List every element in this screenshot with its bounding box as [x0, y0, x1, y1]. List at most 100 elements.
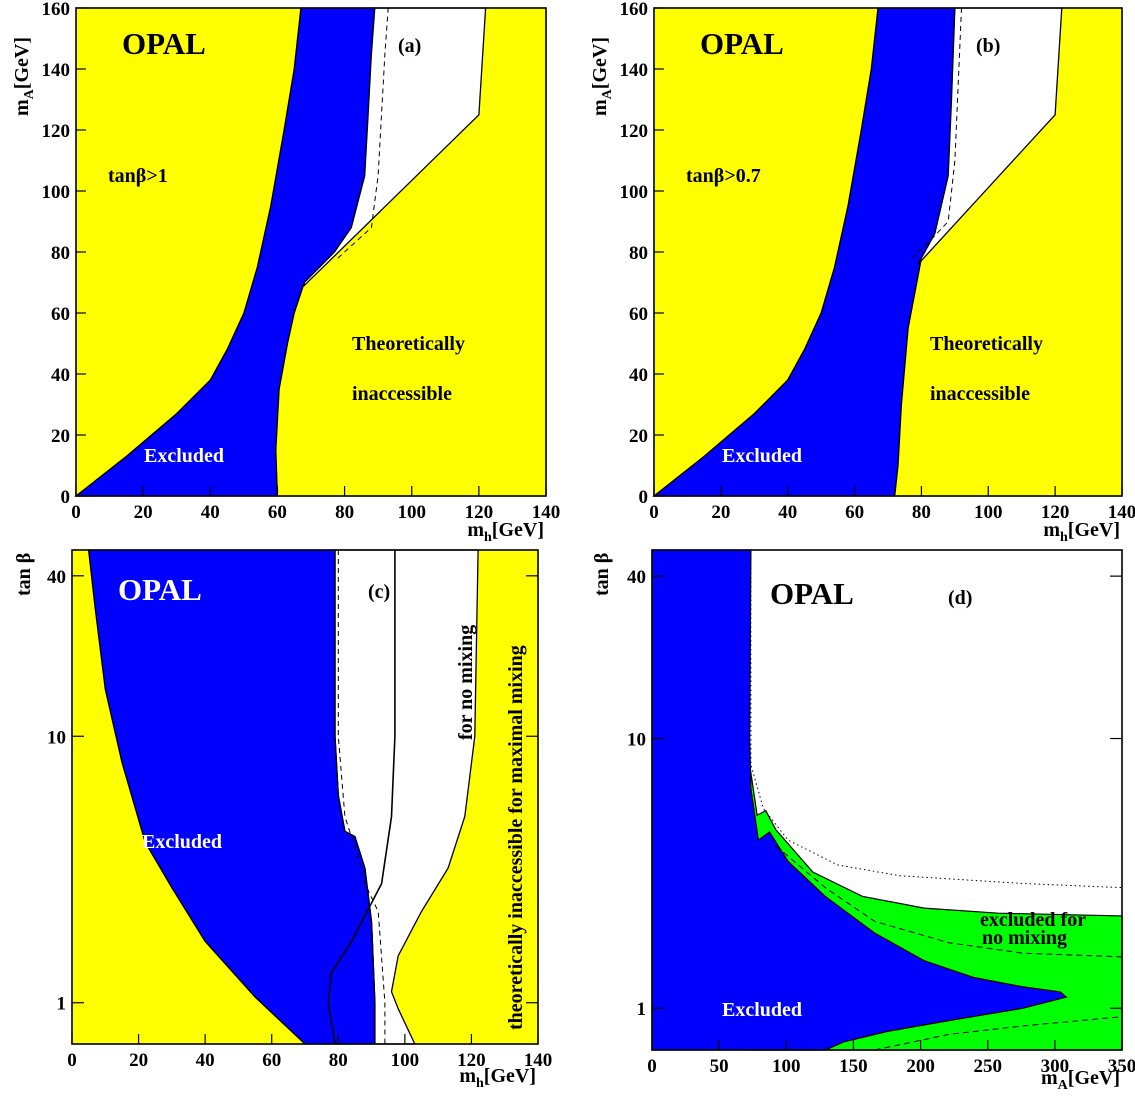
theory-label-line1: Theoretically	[930, 333, 1043, 355]
x-tick-label: 60	[268, 502, 287, 523]
y-axis-title: mA[GeV]	[11, 37, 37, 116]
x-tick-label: 20	[129, 1050, 148, 1071]
x-tick-label: 140	[524, 1050, 553, 1071]
x-tick-label: 40	[778, 502, 797, 523]
x-tick-label: 20	[134, 502, 153, 523]
experiment-label: OPAL	[770, 576, 854, 611]
x-axis-title: mh[GeV]	[467, 519, 544, 545]
panel-label: (a)	[398, 35, 421, 57]
x-tick-label: 40	[201, 502, 220, 523]
y-tick-label: 10	[627, 730, 646, 751]
x-tick-label: 250	[973, 1056, 1002, 1077]
x-tick-label: 140	[532, 502, 561, 523]
x-tick-label: 100	[974, 502, 1003, 523]
x-tick-label: 0	[649, 502, 659, 523]
panel-a: 0 20 40 60 80 100 120 140020406080100120140160 …	[11, 0, 560, 545]
x-tick-label: 80	[912, 502, 931, 523]
experiment-label: OPAL	[700, 26, 784, 61]
excluded-label: Excluded	[722, 445, 802, 467]
x-tick-label: 100	[391, 1050, 420, 1071]
y-tick-label: 160	[42, 0, 71, 20]
x-tick-label: 120	[1041, 502, 1070, 523]
theory-label-line2: inaccessible	[930, 383, 1030, 405]
y-tick-label: 60	[51, 304, 70, 325]
x-tick-label: 60	[262, 1050, 281, 1071]
expected-limit-line	[337, 7, 389, 259]
plot-frame	[651, 549, 1123, 1051]
axis-ticks: 0 20 40 60 80 100 120 140 1 10 40	[47, 567, 552, 1071]
y-tick-label: 120	[620, 121, 649, 142]
axis-ticks: 0 20 40 60 80 100 120 140 0 20 40 60 80 100 120 140 160	[42, 0, 561, 523]
x-tick-label: 120	[457, 1050, 486, 1071]
y-axis-title: tan β	[591, 553, 613, 596]
x-tick-label: 120	[465, 502, 494, 523]
y-tick-label: 1	[637, 999, 647, 1020]
experiment-label: OPAL	[118, 572, 202, 607]
panel-d: 0 50 100 150 200 250 300 350 1 10 40 OPAL (d) Excl…	[591, 549, 1135, 1093]
x-tick-label: 40	[196, 1050, 215, 1071]
y-tick-label: 80	[629, 243, 648, 264]
plot-frame	[71, 549, 539, 1045]
y-tick-label: 100	[42, 182, 71, 203]
y-tick-label: 120	[42, 121, 71, 142]
no-mixing-label: for no mixing	[455, 625, 477, 740]
x-tick-label: 200	[906, 1056, 935, 1077]
y-tick-label: 40	[51, 365, 70, 386]
x-tick-label: 0	[647, 1056, 657, 1077]
y-tick-label: 20	[51, 426, 70, 447]
y-axis-title: mA[GeV]	[589, 37, 615, 116]
no-mixing-label-line1: excluded for	[980, 909, 1086, 931]
y-tick-label: 1	[57, 994, 67, 1015]
excluded-region	[651, 549, 1068, 1051]
experiment-label: OPAL	[122, 26, 206, 61]
panel-b: 0 20 40 60 80 100 120 140020406080100120140160 …	[589, 0, 1135, 545]
y-tick-label: 100	[620, 182, 649, 203]
y-tick-label: 40	[629, 365, 648, 386]
condition-label: tanβ>1	[108, 165, 168, 187]
panel-label: (c)	[368, 581, 390, 603]
x-tick-label: 150	[839, 1056, 868, 1077]
y-tick-label: 80	[51, 243, 70, 264]
y-tick-label: 10	[47, 727, 66, 748]
panel-label: (d)	[948, 587, 972, 609]
excluded-label: Excluded	[144, 445, 224, 467]
allowed-region	[303, 7, 487, 288]
y-tick-label: 20	[629, 426, 648, 447]
y-tick-label: 140	[42, 60, 71, 81]
x-tick-label: 350	[1108, 1056, 1135, 1077]
x-tick-label: 50	[710, 1056, 729, 1077]
theory-label-line2: inaccessible	[352, 383, 452, 405]
y-tick-label: 0	[639, 487, 649, 508]
x-tick-label: 300	[1041, 1056, 1070, 1077]
excluded-label: Excluded	[722, 999, 802, 1021]
x-tick-label: 100	[397, 502, 426, 523]
y-axis-title: tan β	[13, 553, 35, 596]
y-tick-label: 0	[61, 487, 71, 508]
x-axis-title: mh[GeV]	[1043, 519, 1120, 545]
axis-ticks: 0 20 40 60 80 100 120 140 0 20 40 60 80 100 120 140 160	[620, 0, 1135, 523]
panel-c: 0 20 40 60 80 100 120 140 1 10 40 OPAL (c) Exclude…	[13, 549, 552, 1091]
x-axis-title: mA[GeV]	[1041, 1067, 1120, 1093]
expected-limit-line	[911, 7, 962, 259]
x-tick-label: 20	[711, 502, 730, 523]
y-tick-label: 60	[629, 304, 648, 325]
panel-label: (b)	[976, 35, 1000, 57]
theory-label-line1: Theoretically	[352, 333, 465, 355]
y-tick-label: 160	[620, 0, 649, 20]
max-mixing-label: theoretically inaccessible for maximal m…	[505, 645, 527, 1030]
excluded-label: Excluded	[142, 831, 222, 853]
x-tick-label: 140	[1108, 502, 1135, 523]
expected-limit-dashed-upper	[775, 845, 1123, 958]
x-tick-label: 80	[335, 502, 354, 523]
axis-ticks: 0 50 100 150 200 250 300 350 1 10 40	[627, 567, 1135, 1077]
no-mixing-curve	[327, 550, 396, 1045]
condition-label: tanβ>0.7	[686, 165, 761, 187]
expected-limit-dashed-lower	[874, 1016, 1123, 1051]
expected-limit-line	[337, 550, 386, 1044]
no-mixing-label-line2: no mixing	[982, 927, 1067, 949]
y-tick-label: 40	[627, 567, 646, 588]
x-tick-label: 0	[67, 1050, 77, 1071]
x-tick-label: 100	[772, 1056, 801, 1077]
y-tick-label: 40	[47, 567, 66, 588]
